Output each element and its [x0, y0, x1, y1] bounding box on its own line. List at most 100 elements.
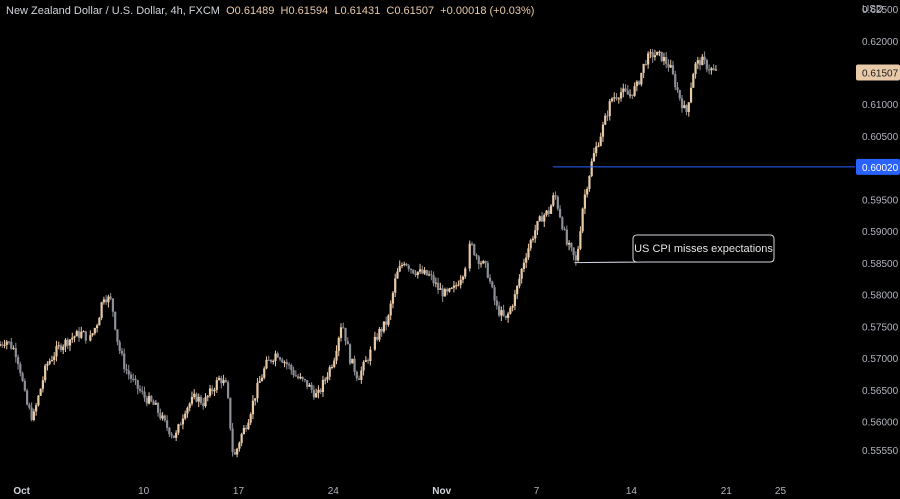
candle-body	[581, 208, 584, 232]
symbol-header: New Zealand Dollar / U.S. Dollar, 4h, FX…	[6, 5, 534, 17]
candle-body	[96, 325, 99, 329]
candle-body	[211, 388, 214, 392]
candle-body	[692, 74, 695, 88]
price-axis-tick-label: 0.57500	[862, 322, 899, 333]
candle-body	[586, 189, 589, 195]
candle-body	[538, 216, 541, 222]
candle-body	[172, 435, 175, 438]
candle-body	[434, 282, 437, 284]
candle-body	[64, 339, 67, 347]
candle-body	[120, 350, 124, 354]
candle-body	[254, 398, 257, 401]
candle-body	[114, 311, 117, 330]
candle-body	[597, 145, 600, 147]
candle-body	[606, 115, 609, 117]
candle-body	[0, 344, 2, 346]
price-axis-tick-label: 0.55550	[862, 446, 899, 457]
candle-body	[59, 345, 63, 351]
candle-body	[482, 261, 485, 264]
candle-body	[376, 336, 379, 340]
candle-body	[491, 281, 494, 288]
annotation-callout[interactable]: US CPI misses expectations	[574, 234, 775, 264]
candle-body	[470, 243, 474, 245]
candle-body	[132, 378, 135, 380]
candle-body	[459, 279, 462, 285]
candle-body	[527, 248, 530, 258]
candle-body	[247, 422, 250, 430]
candle-body	[403, 263, 406, 265]
candle-body	[222, 380, 225, 384]
time-axis[interactable]: Oct 10 17 24 Nov 7 14 21 25	[13, 486, 786, 497]
candle-body	[39, 388, 42, 396]
candle-body	[558, 208, 562, 218]
candle-body	[507, 313, 510, 318]
candle-body	[1, 344, 4, 346]
candle-body	[48, 360, 51, 364]
candle-body	[208, 388, 212, 396]
candle-body	[127, 370, 130, 375]
candle-body	[272, 360, 275, 362]
candle-body	[500, 310, 503, 316]
candle-body	[405, 263, 408, 266]
candle-body	[619, 92, 623, 99]
candle-body	[554, 195, 557, 197]
ohlc-change: +0.00018 (+0.03%)	[440, 5, 535, 17]
candle-body	[299, 376, 302, 379]
candle-body	[166, 420, 169, 428]
candle-body	[531, 238, 535, 241]
candle-body	[12, 348, 15, 350]
candle-body	[522, 262, 526, 270]
candle-body	[93, 328, 96, 334]
candle-body	[649, 52, 652, 54]
candle-body	[292, 370, 295, 376]
candle-body	[367, 360, 370, 362]
candle-body	[53, 356, 56, 360]
candle-body	[687, 102, 690, 112]
candle-body	[658, 51, 661, 53]
candle-body	[28, 404, 31, 408]
candle-body	[245, 427, 248, 430]
candle-body	[281, 359, 284, 363]
price-axis-tick-label: 0.62500	[862, 5, 899, 16]
last-price-tag: 0.61507	[856, 64, 900, 81]
candle-body	[495, 300, 498, 306]
time-axis-tick-label: Oct	[13, 486, 30, 497]
candle-body	[552, 195, 555, 206]
candle-body	[540, 216, 544, 222]
candle-body	[389, 303, 392, 316]
candle-body	[613, 97, 616, 99]
candle-body	[344, 327, 347, 342]
candle-body	[301, 376, 304, 379]
candle-body	[278, 357, 282, 360]
candle-body	[296, 376, 300, 379]
candle-body	[380, 328, 383, 332]
candle-body	[543, 214, 546, 222]
candle-body	[583, 194, 587, 209]
candle-body	[204, 397, 207, 407]
candle-body	[563, 229, 566, 231]
candle-body	[703, 56, 706, 61]
candle-body	[615, 97, 618, 99]
candle-body	[202, 403, 205, 407]
candle-body	[574, 255, 577, 261]
candle-body	[545, 210, 548, 215]
candle-body	[179, 424, 182, 426]
candle-body	[357, 378, 361, 380]
candle-body	[62, 346, 65, 351]
candle-body	[276, 353, 279, 358]
candle-body	[215, 380, 218, 390]
price-axis[interactable]: USD 0.55550 0.56000 0.56500 0.57000 0.57500 0.…	[862, 4, 899, 457]
candle-body	[116, 329, 119, 342]
candle-body	[240, 434, 243, 443]
candle-body	[441, 288, 444, 297]
candle-body	[175, 432, 178, 438]
candle-body	[256, 382, 259, 399]
candle-body	[197, 396, 200, 402]
candle-body	[577, 248, 580, 261]
candle-body	[520, 269, 523, 279]
candle-body	[400, 264, 404, 267]
candle-body	[163, 415, 166, 421]
candle-body	[91, 333, 94, 336]
candle-body	[701, 56, 704, 66]
